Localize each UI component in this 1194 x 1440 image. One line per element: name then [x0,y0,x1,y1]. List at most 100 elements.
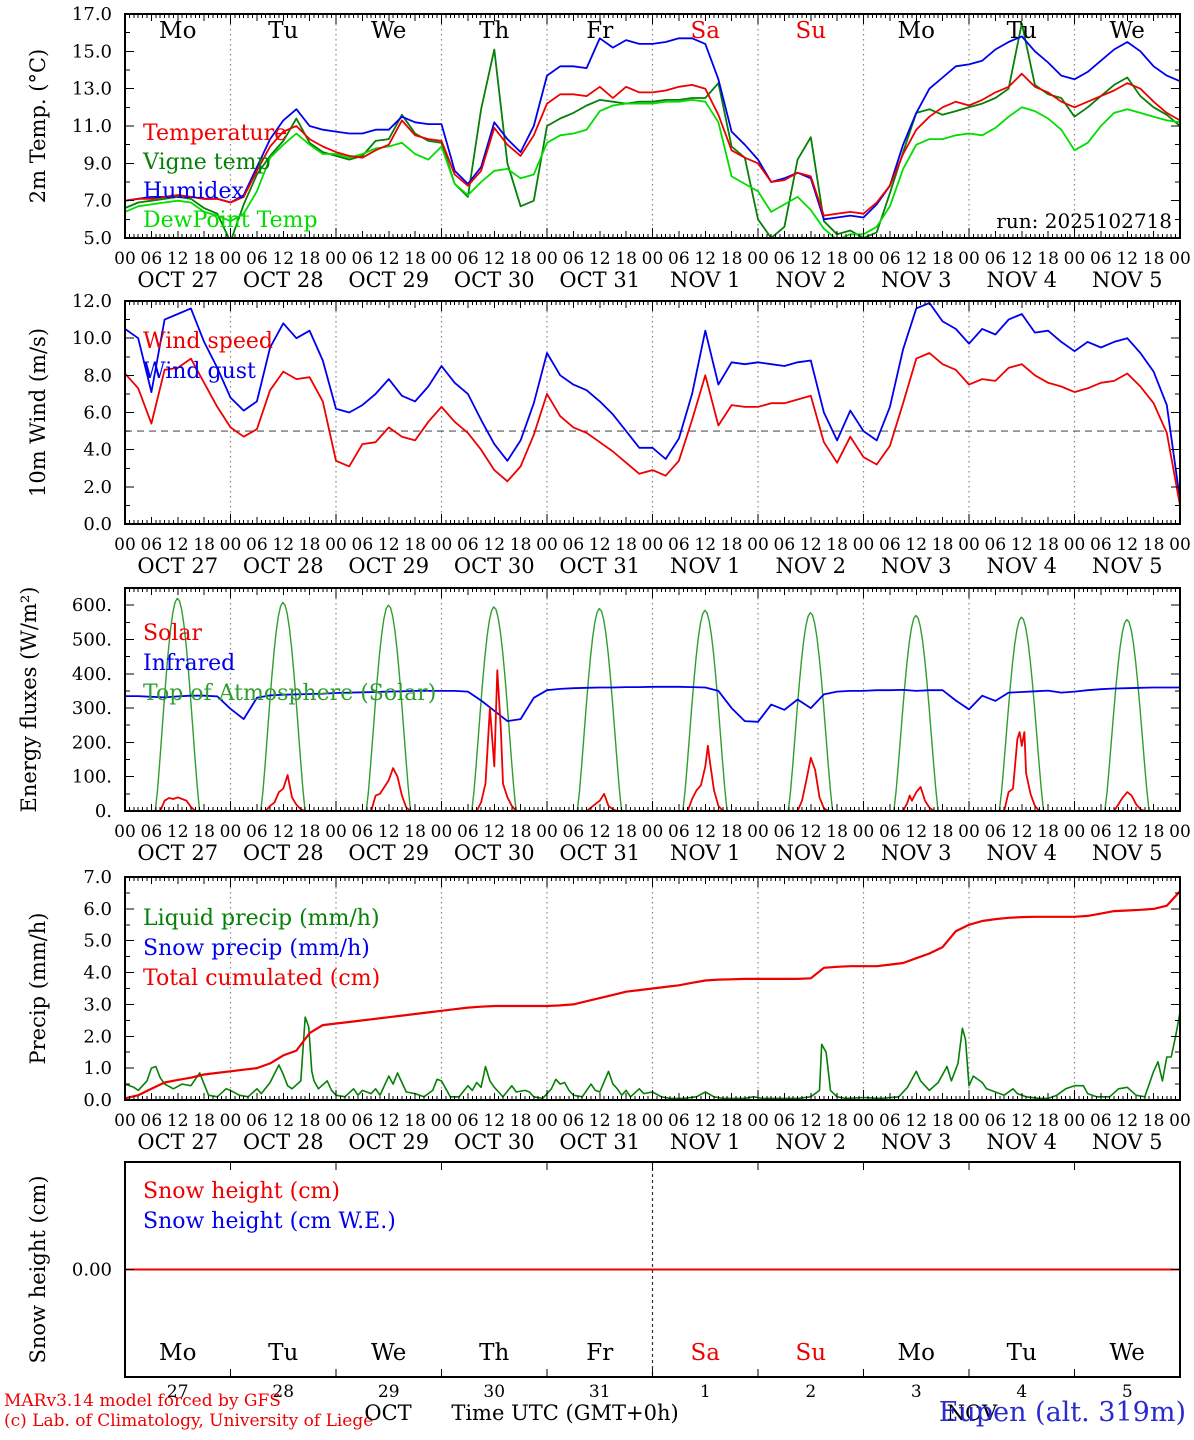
hour-tick-label: 12 [589,535,611,555]
series-wind-gust [125,301,1180,500]
hour-tick-label: 00 [536,1111,558,1131]
hour-tick-label: 06 [457,535,479,555]
date-label: OCT 30 [454,1130,535,1154]
hour-tick-label: 12 [905,1111,927,1131]
date-label: OCT 28 [243,841,324,865]
hour-tick-label: 06 [774,822,796,842]
date-label: NOV 5 [1092,1130,1162,1154]
hour-tick-label: 06 [1090,1111,1112,1131]
panel-2: 600. 500. 400. 300. 200. 100. 0. Energy fluxes … [17,587,1191,865]
hour-tick-label: 00 [431,249,453,269]
hour-tick-label: 18 [1037,249,1059,269]
copyright-credit-line: (c) Lab. of Climatology, University of L… [4,1411,374,1431]
hour-tick-label: 12 [694,1111,716,1131]
date-label: NOV 2 [776,554,846,578]
day-number-label: 28 [272,1382,294,1402]
series-top-of-atmosphere-solar- [125,597,1180,811]
date-label: OCT 29 [348,554,429,578]
hour-tick-label: 00 [747,822,769,842]
hour-tick-label: 18 [510,249,532,269]
hour-tick-label: 00 [853,535,875,555]
hour-tick-label: 12 [483,249,505,269]
date-label: NOV 4 [987,841,1057,865]
hour-tick-label: 18 [1143,535,1165,555]
dow-label-bottom: Th [479,1340,509,1366]
hour-tick-label: 12 [272,249,294,269]
svg-text:15.0: 15.0 [72,41,112,62]
hour-tick-label: 12 [800,249,822,269]
hour-tick-label: 00 [114,249,136,269]
hour-tick-label: 18 [826,1111,848,1131]
month-label-oct: OCT [364,1401,412,1425]
hour-tick-label: 00 [747,535,769,555]
dow-label-top: We [1110,18,1145,44]
hour-tick-label: 06 [774,1111,796,1131]
hour-tick-label: 18 [615,249,637,269]
hour-tick-label: 00 [220,249,242,269]
hour-tick-label: 06 [1090,822,1112,842]
hour-tick-label: 06 [668,249,690,269]
date-label: OCT 28 [243,554,324,578]
panel-4-legend: Snow height (cm) Snow height (cm W.E.) [143,1179,396,1234]
hour-tick-label: 12 [272,535,294,555]
date-label: OCT 30 [454,841,535,865]
hour-tick-label: 06 [774,535,796,555]
hour-tick-label: 12 [905,822,927,842]
hour-tick-label: 00 [114,822,136,842]
date-label: OCT 28 [243,1130,324,1154]
hour-tick-label: 18 [510,535,532,555]
hour-tick-label: 00 [431,822,453,842]
date-label: NOV 1 [670,554,740,578]
day-number-label: 30 [483,1382,505,1402]
hour-tick-label: 00 [1169,822,1191,842]
hour-tick-label: 12 [483,535,505,555]
hour-tick-label: 00 [958,249,980,269]
dow-label-top: Tu [268,18,298,44]
svg-text:2.0: 2.0 [83,477,112,498]
svg-text:0.00: 0.00 [72,1260,112,1281]
svg-text:0.0: 0.0 [83,1090,112,1111]
hour-tick-label: 12 [1116,822,1138,842]
panel-0-series [125,22,1180,238]
date-label: OCT 28 [243,268,324,292]
hour-tick-label: 12 [694,822,716,842]
dow-label-bottom: Su [795,1340,826,1366]
date-label: NOV 1 [670,1130,740,1154]
legend-wind-gust: Wind gust [143,359,256,384]
hour-tick-label: 06 [985,535,1007,555]
series-temperature [125,72,1180,217]
hour-tick-label: 12 [589,249,611,269]
series-wind-speed [125,352,1180,506]
dow-label-bottom: Sa [691,1340,721,1366]
hour-tick-label: 06 [246,1111,268,1131]
svg-text:200.: 200. [72,732,112,753]
hour-tick-label: 06 [1090,249,1112,269]
date-label: NOV 3 [881,841,951,865]
dow-label-bottom: Tu [1007,1340,1037,1366]
hour-tick-label: 18 [826,535,848,555]
hour-tick-label: 12 [378,249,400,269]
hour-tick-label: 18 [721,822,743,842]
dow-label-top: Th [479,18,509,44]
hour-tick-label: 12 [483,822,505,842]
panel-3: 7.0 6.0 5.0 4.0 3.0 2.0 1.0 0.0 Precip (mm/h) Liq… [26,867,1191,1154]
legend-snow-precip-mm-h-: Snow precip (mm/h) [143,936,370,961]
hour-tick-label: 06 [879,535,901,555]
svg-text:7.0: 7.0 [83,191,112,212]
hour-tick-label: 06 [457,822,479,842]
panel-2-legend: Solar Infrared Top of Atmosphere (Solar) [143,621,436,706]
day-number-label: 2 [805,1382,816,1402]
hour-tick-label: 18 [1143,822,1165,842]
svg-text:5.0: 5.0 [83,931,112,952]
hour-tick-label: 12 [167,1111,189,1131]
model-credit-line: MARv3.14 model forced by GFS [4,1391,281,1411]
hour-tick-label: 18 [404,1111,426,1131]
hour-tick-label: 18 [299,822,321,842]
hour-tick-label: 00 [325,822,347,842]
date-label: NOV 3 [881,1130,951,1154]
hour-tick-label: 12 [1011,535,1033,555]
hour-tick-label: 06 [879,1111,901,1131]
date-label: OCT 29 [348,841,429,865]
